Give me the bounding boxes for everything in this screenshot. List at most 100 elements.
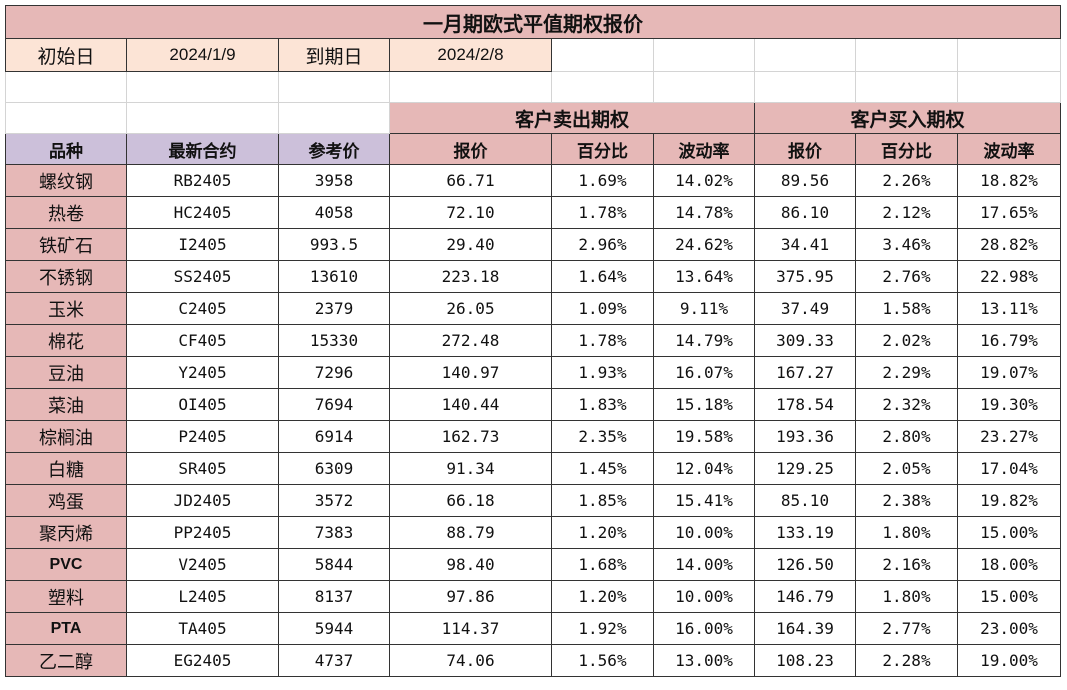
table-cell[interactable]: 24.62% — [653, 228, 755, 261]
expiry-date-label[interactable]: 到期日 — [278, 38, 390, 72]
table-cell[interactable]: 8137 — [278, 580, 390, 613]
table-cell[interactable]: 1.78% — [551, 196, 654, 229]
empty-cell[interactable] — [5, 102, 127, 134]
table-cell[interactable]: 375.95 — [754, 260, 856, 293]
table-cell[interactable]: 223.18 — [389, 260, 552, 293]
table-cell[interactable]: 140.44 — [389, 388, 552, 421]
table-cell[interactable]: 85.10 — [754, 484, 856, 517]
table-cell[interactable]: 66.18 — [389, 484, 552, 517]
commodity-name-cell[interactable]: 热卷 — [5, 196, 127, 229]
table-cell[interactable]: 1.20% — [551, 516, 654, 549]
table-cell[interactable]: 15.41% — [653, 484, 755, 517]
expiry-date-value[interactable]: 2024/2/8 — [389, 38, 552, 72]
table-cell[interactable]: 993.5 — [278, 228, 390, 261]
table-cell[interactable]: 309.33 — [754, 324, 856, 357]
table-cell[interactable]: 1.78% — [551, 324, 654, 357]
table-cell[interactable]: 2.28% — [855, 644, 958, 677]
commodity-name-cell[interactable]: 乙二醇 — [5, 644, 127, 677]
empty-cell[interactable] — [278, 102, 390, 134]
table-cell[interactable]: 5844 — [278, 548, 390, 581]
table-cell[interactable]: 1.83% — [551, 388, 654, 421]
table-cell[interactable]: 13610 — [278, 260, 390, 293]
table-cell[interactable]: 114.37 — [389, 612, 552, 645]
table-cell[interactable]: 133.19 — [754, 516, 856, 549]
table-cell[interactable]: 1.80% — [855, 580, 958, 613]
table-cell[interactable]: 1.92% — [551, 612, 654, 645]
table-cell[interactable]: 13.11% — [956, 292, 1062, 325]
commodity-name-cell[interactable]: 豆油 — [5, 356, 127, 389]
table-cell[interactable]: 10.00% — [653, 516, 755, 549]
table-cell[interactable]: 34.41 — [754, 228, 856, 261]
table-cell[interactable]: SS2405 — [126, 260, 279, 293]
table-cell[interactable]: 129.25 — [754, 452, 856, 485]
table-cell[interactable]: V2405 — [126, 548, 279, 581]
group-header-client-sell[interactable]: 客户卖出期权 — [389, 102, 755, 134]
commodity-name-cell[interactable]: PVC — [5, 548, 127, 581]
table-cell[interactable]: 1.09% — [551, 292, 654, 325]
table-cell[interactable]: 7296 — [278, 356, 390, 389]
table-cell[interactable]: 7694 — [278, 388, 390, 421]
table-cell[interactable]: 2.35% — [551, 420, 654, 453]
commodity-name-cell[interactable]: 不锈钢 — [5, 260, 127, 293]
table-cell[interactable]: 91.34 — [389, 452, 552, 485]
column-header[interactable]: 最新合约 — [126, 133, 279, 165]
table-cell[interactable]: 19.00% — [956, 644, 1062, 677]
table-cell[interactable]: 29.40 — [389, 228, 552, 261]
table-cell[interactable]: 97.86 — [389, 580, 552, 613]
table-cell[interactable]: 2.16% — [855, 548, 958, 581]
table-cell[interactable]: 162.73 — [389, 420, 552, 453]
table-cell[interactable]: 1.80% — [855, 516, 958, 549]
empty-cell[interactable] — [653, 71, 755, 103]
table-cell[interactable]: 1.85% — [551, 484, 654, 517]
table-cell[interactable]: 88.79 — [389, 516, 552, 549]
table-cell[interactable]: 74.06 — [389, 644, 552, 677]
table-cell[interactable]: 178.54 — [754, 388, 856, 421]
table-cell[interactable]: 6309 — [278, 452, 390, 485]
column-header[interactable]: 百分比 — [855, 133, 958, 165]
table-cell[interactable]: 22.98% — [956, 260, 1062, 293]
table-cell[interactable]: 14.78% — [653, 196, 755, 229]
empty-cell[interactable] — [956, 38, 1062, 72]
table-cell[interactable]: I2405 — [126, 228, 279, 261]
table-cell[interactable]: 1.56% — [551, 644, 654, 677]
table-cell[interactable]: 10.00% — [653, 580, 755, 613]
table-cell[interactable]: SR405 — [126, 452, 279, 485]
commodity-name-cell[interactable]: 铁矿石 — [5, 228, 127, 261]
table-cell[interactable]: 14.02% — [653, 164, 755, 197]
table-cell[interactable]: 14.79% — [653, 324, 755, 357]
table-cell[interactable]: 17.65% — [956, 196, 1062, 229]
commodity-name-cell[interactable]: 棕榈油 — [5, 420, 127, 453]
table-cell[interactable]: OI405 — [126, 388, 279, 421]
table-cell[interactable]: C2405 — [126, 292, 279, 325]
table-cell[interactable]: 23.00% — [956, 612, 1062, 645]
table-cell[interactable]: 193.36 — [754, 420, 856, 453]
empty-cell[interactable] — [126, 102, 279, 134]
table-cell[interactable]: 272.48 — [389, 324, 552, 357]
table-cell[interactable]: 18.00% — [956, 548, 1062, 581]
table-cell[interactable]: 2.26% — [855, 164, 958, 197]
table-cell[interactable]: 164.39 — [754, 612, 856, 645]
table-cell[interactable]: 2379 — [278, 292, 390, 325]
column-header[interactable]: 参考价 — [278, 133, 390, 165]
table-cell[interactable]: 19.58% — [653, 420, 755, 453]
table-cell[interactable]: 4058 — [278, 196, 390, 229]
table-cell[interactable]: TA405 — [126, 612, 279, 645]
table-cell[interactable]: 16.79% — [956, 324, 1062, 357]
table-cell[interactable]: 16.07% — [653, 356, 755, 389]
table-cell[interactable]: 15330 — [278, 324, 390, 357]
table-cell[interactable]: 1.69% — [551, 164, 654, 197]
table-cell[interactable]: 15.18% — [653, 388, 755, 421]
table-cell[interactable]: 2.80% — [855, 420, 958, 453]
group-header-client-buy[interactable]: 客户买入期权 — [753, 102, 1062, 134]
table-cell[interactable]: 18.82% — [956, 164, 1062, 197]
table-cell[interactable]: 2.77% — [855, 612, 958, 645]
table-cell[interactable]: 14.00% — [653, 548, 755, 581]
table-cell[interactable]: 28.82% — [956, 228, 1062, 261]
commodity-name-cell[interactable]: 白糖 — [5, 452, 127, 485]
table-cell[interactable]: 140.97 — [389, 356, 552, 389]
column-header[interactable]: 品种 — [5, 133, 127, 165]
empty-cell[interactable] — [956, 71, 1062, 103]
table-cell[interactable]: 2.96% — [551, 228, 654, 261]
table-cell[interactable]: 2.02% — [855, 324, 958, 357]
commodity-name-cell[interactable]: 聚丙烯 — [5, 516, 127, 549]
